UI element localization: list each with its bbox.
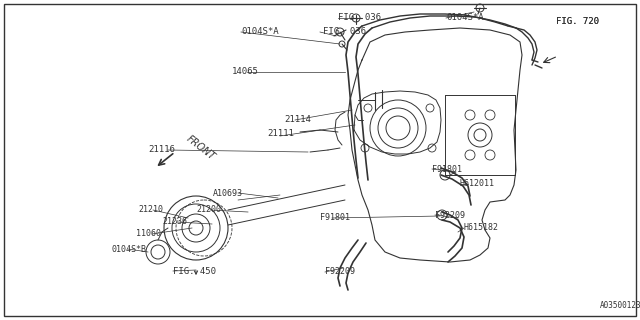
Text: FIG. 450: FIG. 450 [173, 267, 216, 276]
Text: 14065: 14065 [232, 68, 259, 76]
Text: F91801: F91801 [320, 213, 350, 222]
Text: H612011: H612011 [460, 180, 495, 188]
Text: 11060: 11060 [136, 229, 161, 238]
Text: F91801: F91801 [432, 164, 462, 173]
Text: 0104S*A: 0104S*A [241, 28, 278, 36]
Text: H615182: H615182 [464, 223, 499, 233]
Text: 21210: 21210 [138, 205, 163, 214]
Text: 0104S*A: 0104S*A [446, 13, 484, 22]
Text: F92209: F92209 [325, 268, 355, 276]
Text: 21200: 21200 [196, 205, 221, 214]
Text: F92209: F92209 [435, 211, 465, 220]
Text: FRONT: FRONT [185, 134, 218, 162]
Text: 0104S*B: 0104S*B [112, 244, 147, 253]
Text: FIG. 036: FIG. 036 [338, 13, 381, 22]
Text: FIG. 720: FIG. 720 [556, 18, 599, 27]
Text: 21111: 21111 [267, 130, 294, 139]
Text: A10693: A10693 [213, 188, 243, 197]
Text: FIG. 720: FIG. 720 [556, 18, 599, 27]
Text: FIG. 036: FIG. 036 [323, 28, 366, 36]
Text: 21114: 21114 [284, 116, 311, 124]
Text: 21116: 21116 [148, 146, 175, 155]
Text: A035001234: A035001234 [600, 301, 640, 310]
Text: 21236: 21236 [162, 218, 187, 227]
